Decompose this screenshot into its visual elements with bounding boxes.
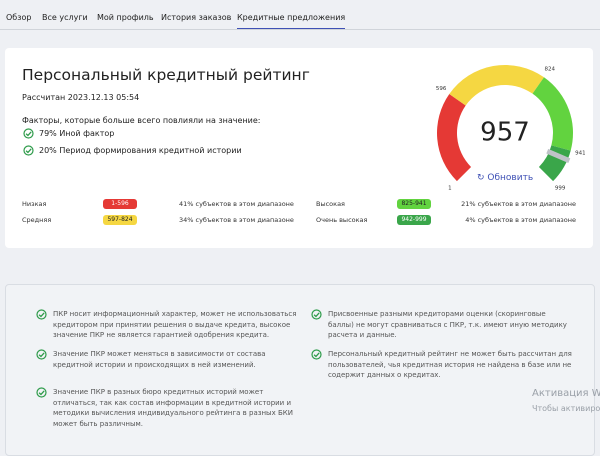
note: ПКР носит информационный характер, может…: [53, 310, 297, 339]
gauge-segment: [532, 77, 573, 151]
check-icon: [311, 309, 322, 320]
gauge-segment: [437, 93, 472, 182]
gauge-tick-label: 824: [544, 67, 555, 73]
nav-tab[interactable]: Все услуги: [42, 13, 88, 22]
check-icon: [36, 387, 47, 398]
watermark: Чтобы активирова: [532, 404, 600, 413]
range-name: Низкая: [22, 200, 47, 208]
check-icon: [23, 145, 34, 156]
range-badge: 1-596: [103, 199, 137, 209]
note: Персональный кредитный рейтинг не может …: [328, 350, 572, 379]
score-marker: [546, 148, 571, 163]
rating-card: Персональный кредитный рейтинг Рассчитан…: [5, 48, 593, 248]
factors-title: Факторы, которые больше всего повлияли н…: [22, 116, 261, 125]
nav-tab[interactable]: Обзор: [6, 13, 32, 22]
nav-tab[interactable]: Кредитные предложения: [237, 13, 346, 30]
score: 957: [480, 118, 530, 148]
range-badge: 825-941: [397, 199, 431, 209]
factor: 79% Иной фактор: [39, 129, 115, 138]
note: Присвоенные разными кредиторами оценки (…: [328, 310, 567, 339]
refresh-button[interactable]: ↻ Обновить: [477, 173, 534, 183]
gauge: 1 596 824 941 999 957: [436, 65, 585, 192]
refresh-label[interactable]: Обновить: [487, 173, 534, 183]
range-name: Очень высокая: [316, 216, 368, 224]
watermark: Активация Wi: [532, 388, 600, 399]
range-name: Высокая: [316, 200, 345, 208]
gauge-segment: [449, 65, 545, 106]
factor: 20% Период формирования кредитной истори…: [39, 146, 242, 155]
range-name: Средняя: [22, 216, 52, 224]
calculated: Рассчитан 2023.12.13 05:54: [22, 93, 140, 102]
nav-tab[interactable]: История заказов: [161, 13, 232, 22]
title: Персональный кредитный рейтинг: [22, 66, 310, 84]
range-share: 21% субъектов в этом диапазоне: [461, 200, 576, 208]
check-icon: [23, 128, 34, 139]
range-badge: 942-999: [397, 215, 431, 225]
check-icon: [36, 349, 47, 360]
range-share: 34% субъектов в этом диапазоне: [179, 216, 294, 224]
check-icon: [36, 309, 47, 320]
check-icon: [311, 349, 322, 360]
range-badge: 597-824: [103, 215, 137, 225]
nav-tab[interactable]: Мой профиль: [97, 13, 154, 22]
note: Значение ПКР в разных бюро кредитных ист…: [53, 388, 293, 428]
gauge-tick-label: 596: [436, 86, 447, 92]
gauge-tick-label: 999: [555, 186, 566, 192]
gauge-tick-label: 1: [448, 186, 452, 192]
info-card: ПКР носит информационный характер, может…: [5, 284, 595, 456]
nav-divider: [0, 29, 600, 30]
gauge-tick-label: 941: [575, 151, 585, 157]
gauge-segment: [538, 145, 571, 182]
note: Значение ПКР может меняться в зависимост…: [53, 350, 266, 369]
range-share: 4% субъектов в этом диапазоне: [465, 216, 576, 224]
range-share: 41% субъектов в этом диапазоне: [179, 200, 294, 208]
gauge-center: [458, 86, 552, 180]
